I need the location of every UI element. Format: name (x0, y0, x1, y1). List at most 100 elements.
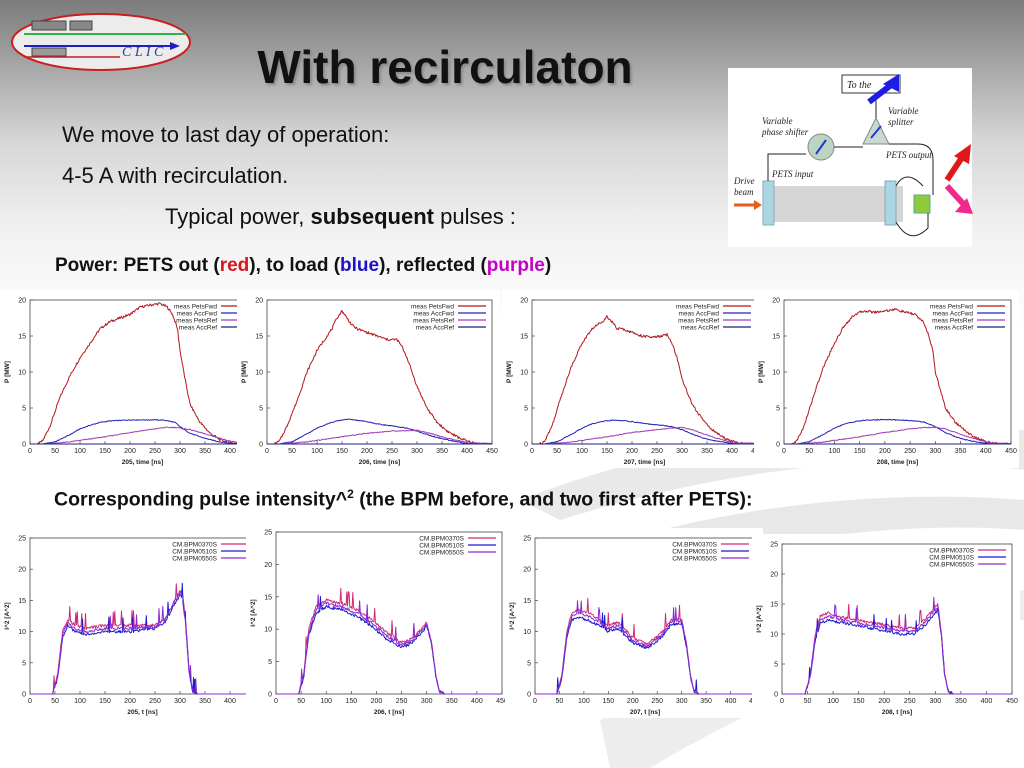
intensity-plot-205-ytick-label-1: 5 (22, 660, 26, 667)
intensity-plot-205-legend-label-0: CM.BPM0370S (172, 541, 217, 548)
intensity-plot-208-series-2 (782, 596, 1012, 695)
power-plot-207-xtick-label-2: 100 (576, 448, 588, 455)
power-plot-208-legend-label-3: meas AccRef (935, 324, 973, 331)
intensity-plot-205-xtick-label-7: 350 (199, 698, 211, 705)
power-plot-205-xtick-label-2: 100 (74, 448, 86, 455)
intensity-plot-208-legend-label-0: CM.BPM0370S (929, 547, 974, 554)
intensity-plot-206-ylabel: I^2 [A^2] (249, 599, 257, 626)
intensity-plot-208-ytick-label-0: 0 (774, 692, 778, 699)
power-plot-206-legend-label-2: meas PetsRef (413, 317, 454, 324)
power-plot-208-legend-label-2: meas PetsRef (932, 317, 973, 324)
power-plot-208-xtick-label-5: 250 (904, 448, 916, 455)
power-plot-207-legend-label-3: meas AccRef (681, 324, 719, 331)
power-plot-206-frame (266, 299, 493, 445)
clic-logo: C L I C (10, 12, 193, 72)
power-plot-207-xtick-label-3: 150 (601, 448, 613, 455)
power-plot-206-xtick-label-6: 300 (411, 448, 423, 455)
power-plot-208-xtick-label-9: 450 (1005, 448, 1017, 455)
power-plot-206-xtick-label-1: 50 (288, 448, 296, 455)
diagram-variable-label: Variable (888, 106, 919, 116)
intensity-plot-207-svg: 0501001502002503003504004500510152025207… (508, 536, 761, 717)
power-caption: Power: PETS out (red), to load (blue), r… (55, 255, 551, 277)
intensity-plot-207-xlabel: 207, t [ns] (630, 709, 660, 716)
intensity-plot-205-xtick-label-8: 400 (224, 698, 236, 705)
power-plot-208: 0 50 100 150 200 250 300 350 400 450 0 5 10 15 20 208, … (754, 290, 1019, 468)
intensity-plot-208-frame (781, 543, 1013, 695)
power-plot-207-series-1 (532, 419, 757, 445)
intensity-plot-206-xtick-label-7: 350 (446, 698, 458, 705)
power-plot-208-ytick-label-1: 5 (776, 406, 780, 413)
power-plot-207-xtick-label-1: 50 (553, 448, 561, 455)
power-plot-208-legend-label-0: meas PetsFwd (930, 303, 973, 310)
power-plot-207-ytick-label-1: 5 (524, 406, 528, 413)
power-plot-207-legend-label-0: meas PetsFwd (676, 303, 719, 310)
power-plot-205-legend-label-3: meas AccRef (179, 324, 217, 331)
power-plot-208-xtick-label-2: 100 (829, 448, 841, 455)
power-plot-207-ytick-label-2: 10 (520, 370, 528, 377)
power-plot-208-ylabel: P [MW] (758, 361, 765, 383)
power-plot-208-xtick-label-8: 400 (980, 448, 992, 455)
power-plot-206-xtick-label-0: 0 (265, 448, 269, 455)
power-plot-207-svg: 05010015020025030035040045005101520207, … (506, 298, 763, 467)
power-plot-207-xtick-label-8: 400 (726, 448, 738, 455)
intensity-plot-205-ytick-label-4: 20 (18, 567, 26, 574)
intensity-plot-205-ylabel: I^2 [A^2] (3, 602, 11, 629)
power-plot-207-legend-label-2: meas PetsRef (678, 317, 719, 324)
intensity-plot-206-legend-label-1: CM.BPM0510S (419, 542, 464, 549)
power-plot-206-ytick-label-2: 10 (255, 370, 263, 377)
red-arrow-icon (954, 144, 971, 164)
intensity-plot-207-legend-label-1: CM.BPM0510S (672, 548, 717, 555)
text-line-3-post: pulses : (433, 204, 516, 229)
power-plot-205-xtick-label-7: 350 (199, 448, 211, 455)
intensity-plot-207-ytick-label-1: 5 (527, 660, 531, 667)
intensity-plot-208-ytick-label-4: 20 (770, 572, 778, 579)
power-plot-206-xtick-label-7: 350 (436, 448, 448, 455)
power-plot-205-ytick-label-3: 15 (18, 334, 26, 341)
power-plot-207-xtick-label-0: 0 (530, 448, 534, 455)
power-plot-208-legend-label-1: meas AccFwd (933, 310, 974, 317)
intensity-plot-207-xtick-label-8: 400 (725, 698, 737, 705)
power-plot-206: 0 50 100 150 200 250 300 350 400 450 0 5 10 15 20 206, … (237, 290, 500, 468)
text-line-3-bold: subsequent (310, 204, 434, 229)
intensity-plot-208-ytick-label-3: 15 (770, 602, 778, 609)
intensity-plot-208-ytick-label-1: 5 (774, 662, 778, 669)
diagram-splitter-label: splitter (888, 117, 914, 127)
power-caption-red: red (219, 255, 250, 276)
intensity-plot-206-ytick-label-0: 0 (268, 692, 272, 699)
power-plot-207-xtick-label-7: 350 (701, 448, 713, 455)
diagram-to-the: To the (847, 80, 872, 91)
intensity-plot-207-xtick-label-2: 100 (578, 698, 590, 705)
power-plot-207-xlabel: 207, time [ns] (624, 459, 666, 466)
power-plot-206-xtick-label-3: 150 (336, 448, 348, 455)
power-caption-p2: ), to load ( (249, 255, 341, 276)
diagram-pets-input: PETS input (771, 169, 814, 179)
intensity-plot-207-xtick-label-4: 200 (627, 698, 639, 705)
intensity-plot-205-ytick-label-3: 15 (18, 598, 26, 605)
intensity-plot-207-xtick-label-5: 250 (651, 698, 663, 705)
intensity-plot-208-xtick-label-4: 200 (878, 698, 890, 705)
intensity-plot-207-legend-label-2: CM.BPM0550S (672, 555, 717, 562)
power-plot-206-svg: 0 50 100 150 200 250 300 350 400 450 0 5 10 15 20 206, … (241, 298, 498, 467)
power-plot-207-legend-label-1: meas AccFwd (679, 310, 720, 317)
intensity-plot-205-xtick-label-4: 200 (124, 698, 136, 705)
power-plot-208-series-1 (784, 418, 1011, 445)
intensity-plot-207-xtick-label-3: 150 (602, 698, 614, 705)
intensity-plot-205-xtick-label-2: 100 (74, 698, 86, 705)
power-caption-blue: blue (340, 255, 380, 276)
power-plot-206-xtick-label-5: 250 (386, 448, 398, 455)
intensity-plot-206: 0 50 100 150 200 250 300 350 400 450 0 5 10 15 20 25 206… (246, 522, 510, 718)
intensity-plot-208-xtick-label-7: 350 (955, 698, 967, 705)
intensity-plot-207-ytick-label-2: 10 (523, 629, 531, 636)
power-plot-207-ytick-label-4: 20 (520, 298, 528, 305)
power-plot-205-ytick-label-0: 0 (22, 442, 26, 449)
intensity-plot-206-ytick-label-4: 20 (264, 562, 272, 569)
intensity-plot-206-svg: 0 50 100 150 200 250 300 350 400 450 0 5 10 15 20 25 206… (249, 530, 508, 717)
intensity-plot-207: 0501001502002503003504004500510152025207… (505, 528, 763, 718)
power-plot-207-xtick-label-6: 300 (676, 448, 688, 455)
intensity-plot-205-xtick-label-6: 300 (174, 698, 186, 705)
intensity-plot-207-xtick-label-1: 50 (556, 698, 564, 705)
intensity-plot-207-legend-label-0: CM.BPM0370S (672, 541, 717, 548)
text-line-3-pre: Typical power, (165, 204, 311, 229)
intensity-plot-206-xtick-label-8: 400 (471, 698, 483, 705)
intensity-plot-205-frame (29, 537, 256, 695)
